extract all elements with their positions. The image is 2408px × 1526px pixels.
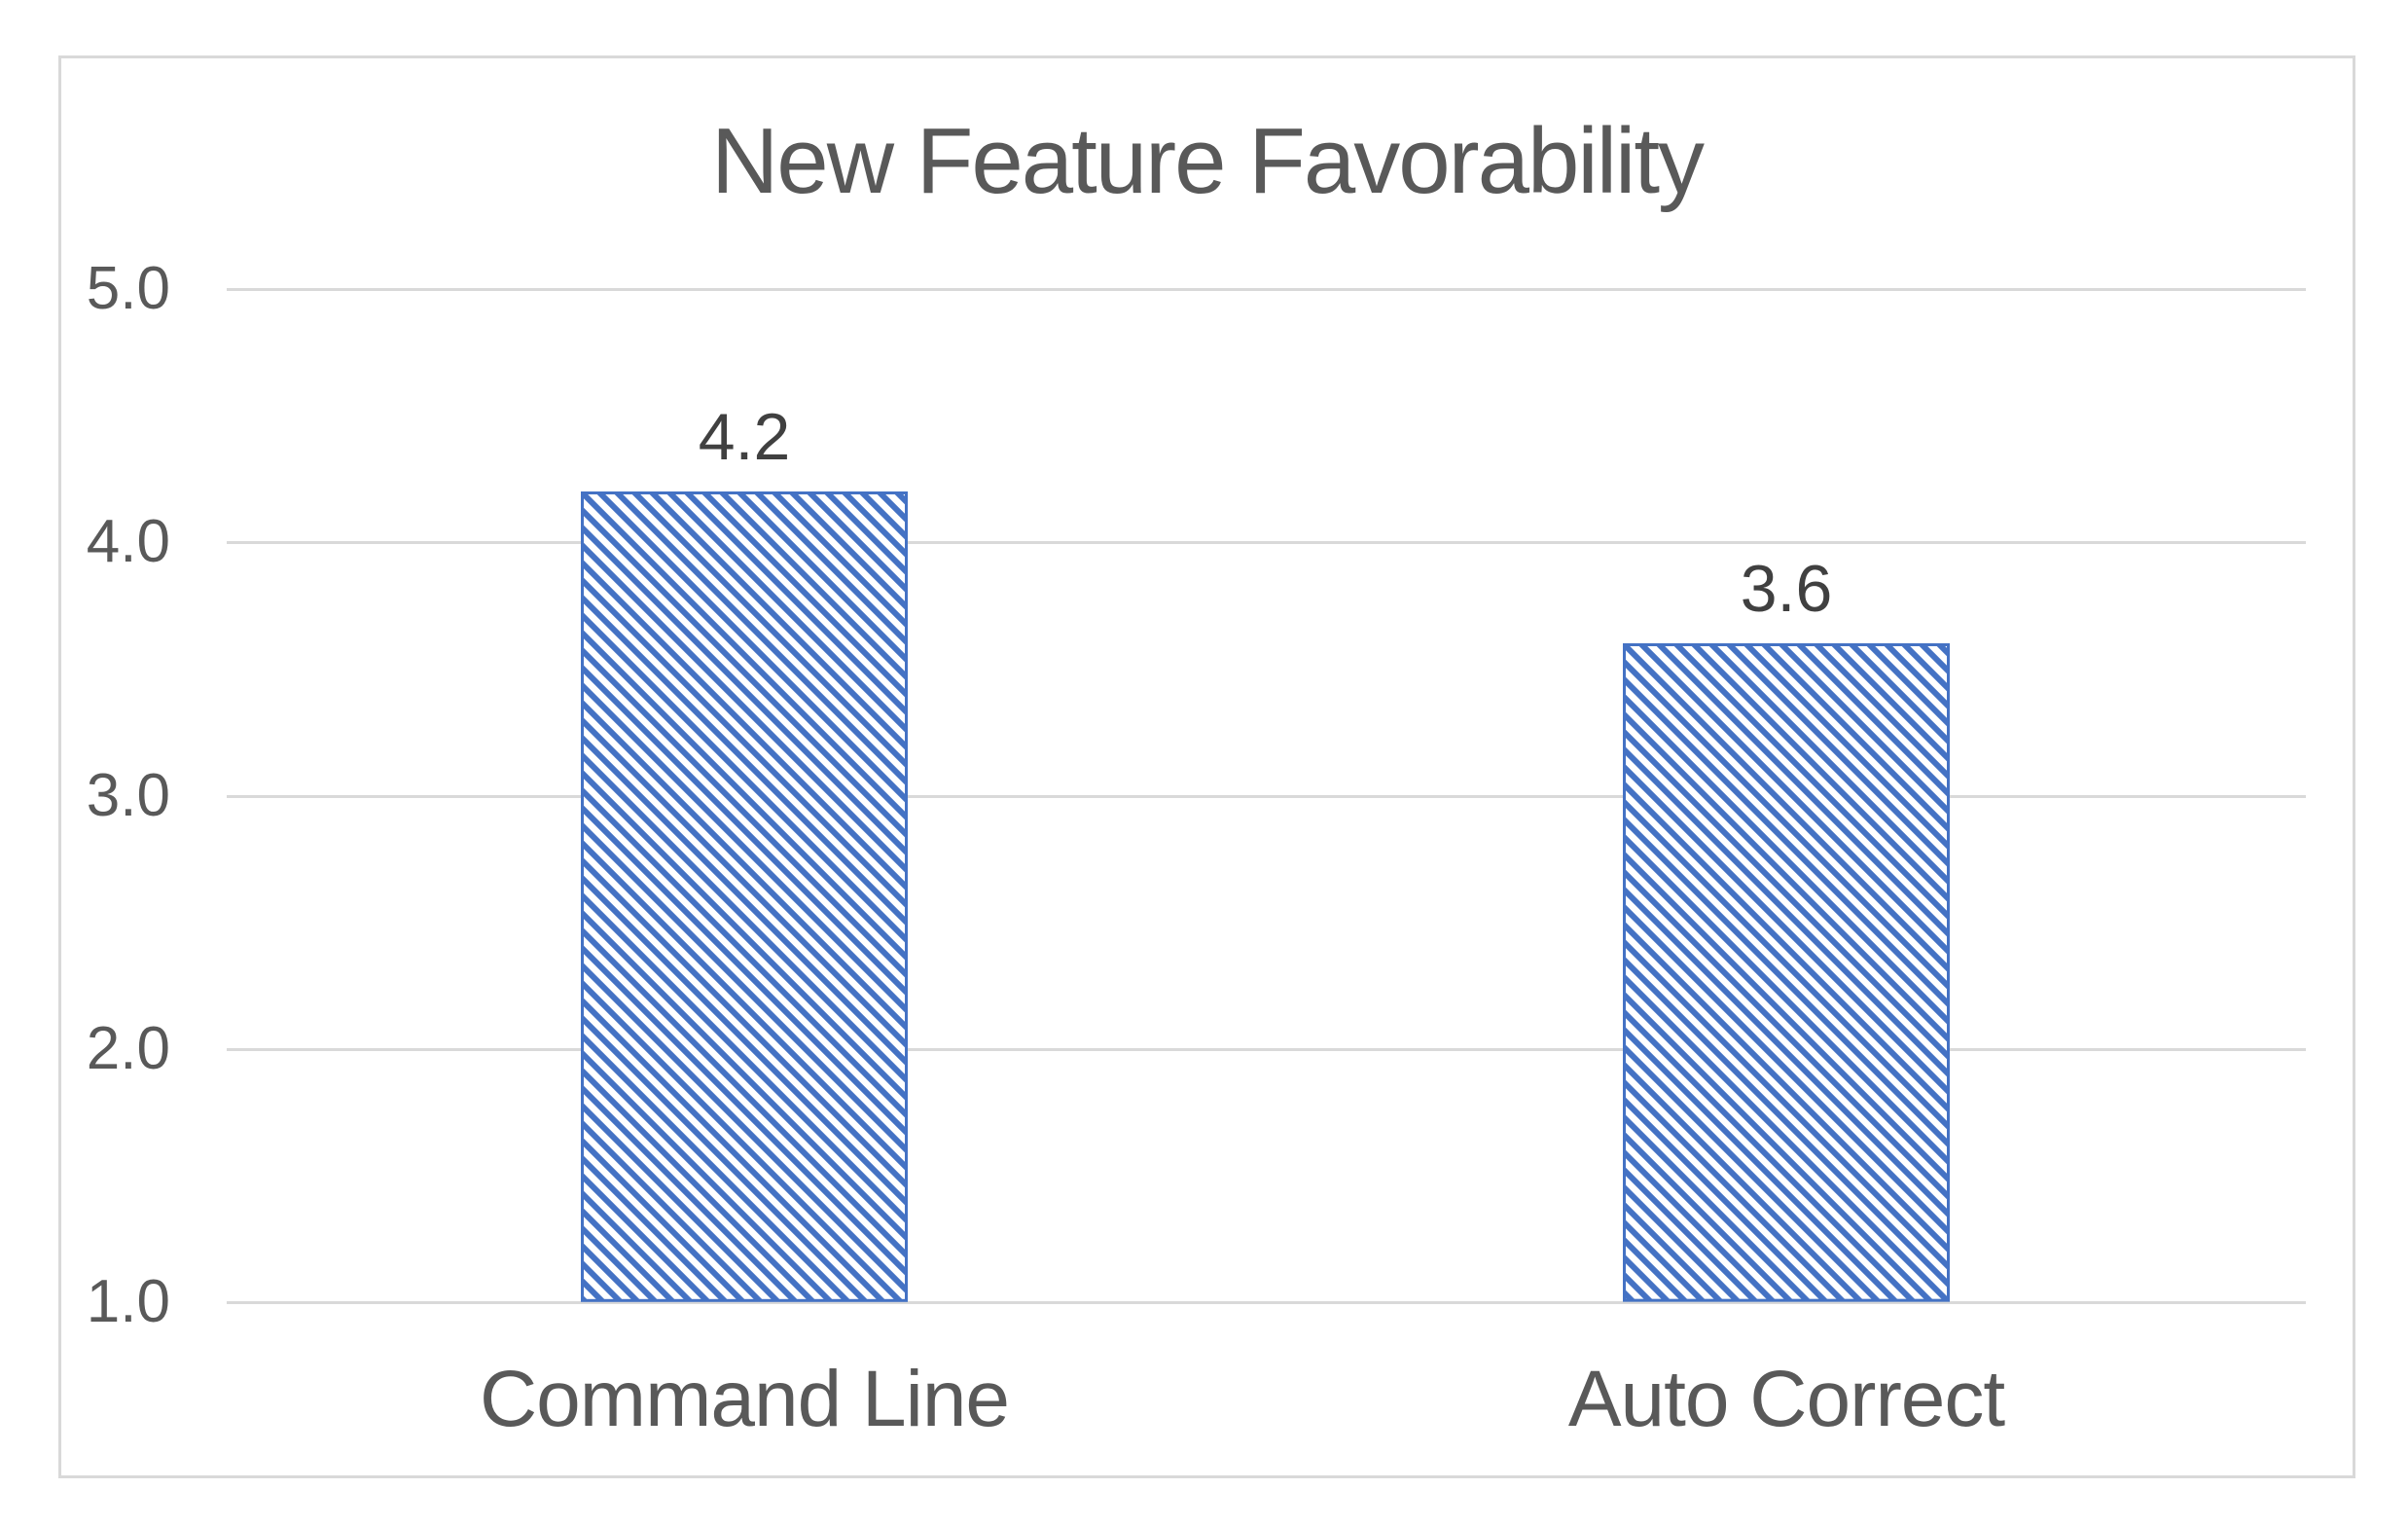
chart-title: New Feature Favorability [710, 109, 1705, 213]
gridline [227, 1047, 2306, 1051]
bar-command-line[interactable] [581, 491, 908, 1302]
bar-hatch-fill[interactable] [1623, 643, 1950, 1302]
y-axis-tick-label: 2.0 [86, 1014, 170, 1082]
bar-auto-correct[interactable] [1623, 643, 1950, 1302]
gridline [227, 288, 2306, 291]
y-axis-tick-label: 1.0 [86, 1268, 170, 1335]
x-axis-category-label: Command Line [479, 1355, 1010, 1443]
gridline [227, 541, 2306, 545]
y-axis-tick-label: 4.0 [86, 508, 170, 576]
x-axis-category-label: Auto Correct [1567, 1355, 2005, 1443]
bar-data-label: 4.2 [698, 400, 791, 475]
chart-frame[interactable] [58, 55, 2355, 1478]
bar-hatch-fill[interactable] [581, 491, 908, 1302]
bar-data-label: 3.6 [1740, 552, 1833, 627]
y-axis-tick-label: 5.0 [86, 255, 170, 322]
gridline [227, 1301, 2306, 1304]
y-axis-tick-label: 3.0 [86, 761, 170, 829]
gridline [227, 794, 2306, 798]
